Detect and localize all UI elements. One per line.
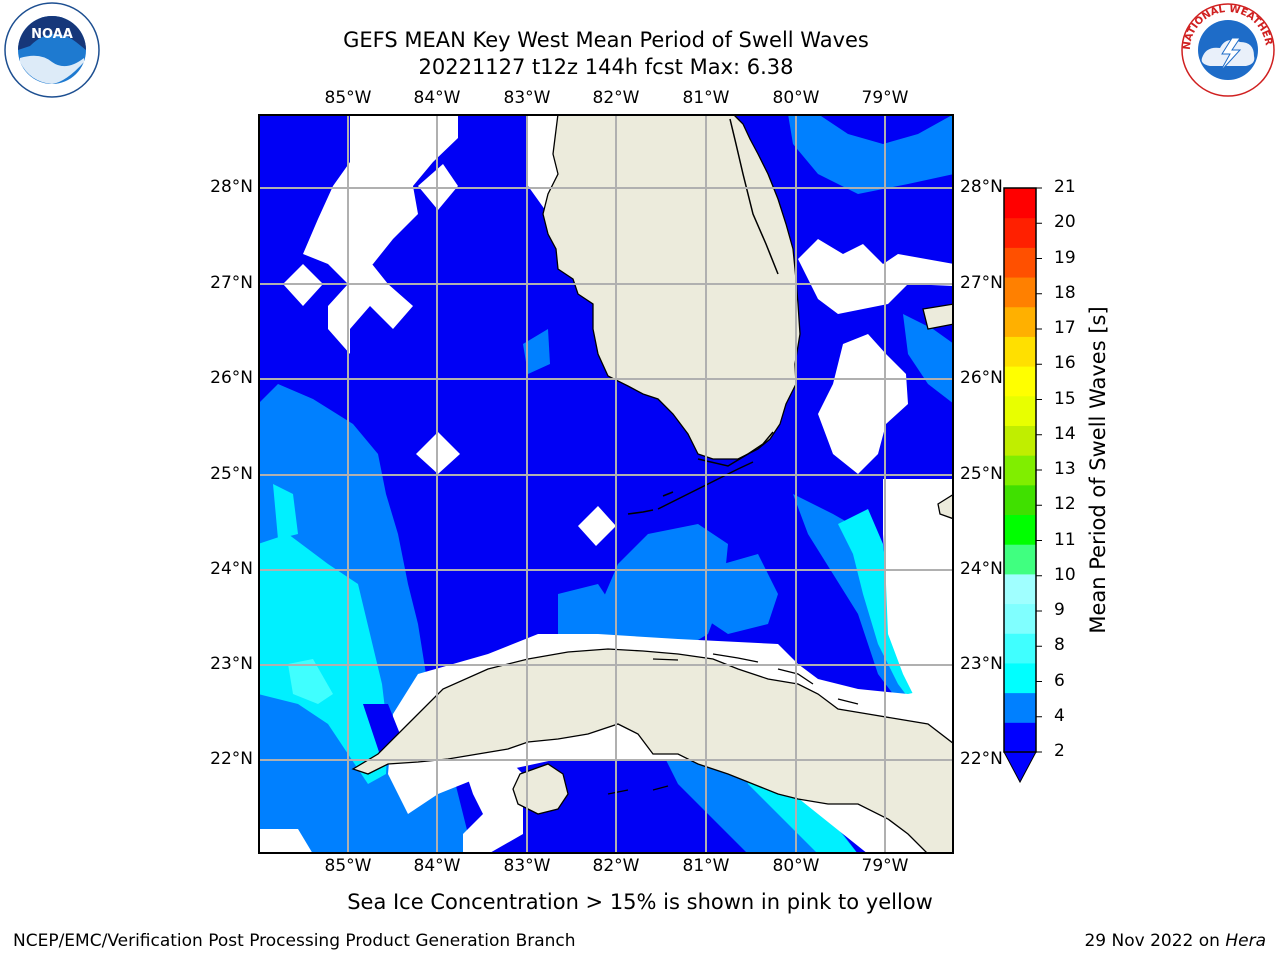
lat-label-right: 28°N — [960, 177, 1003, 197]
colorbar-band — [1004, 277, 1036, 308]
lon-label-bottom: 82°W — [592, 856, 640, 876]
lat-label-left: 26°N — [210, 368, 253, 388]
colorbar-band — [1004, 188, 1036, 219]
lat-label-left: 25°N — [210, 464, 253, 484]
noaa-logo-text: NOAA — [31, 27, 73, 42]
colorbar-tick-label: 14 — [1054, 423, 1076, 444]
colorbar-band — [1004, 306, 1036, 337]
sea-ice-note: Sea Ice Concentration > 15% is shown in … — [347, 890, 933, 914]
lat-label-left: 28°N — [210, 177, 253, 197]
lat-label-left: 27°N — [210, 273, 253, 293]
colorbar-band — [1004, 484, 1036, 516]
colorbar-band — [1004, 722, 1036, 753]
colorbar-band — [1004, 217, 1036, 248]
colorbar-band — [1004, 425, 1036, 456]
footer-credit: NCEP/EMC/Verification Post Processing Pr… — [13, 931, 576, 951]
lon-label-top: 80°W — [772, 88, 820, 108]
florida-keys — [627, 118, 779, 515]
colorbar-band — [1004, 573, 1036, 605]
map-panel — [258, 114, 954, 854]
colorbar-band — [1004, 455, 1036, 486]
lon-label-top: 83°W — [503, 88, 551, 108]
lat-label-right: 22°N — [960, 749, 1003, 769]
lat-label-right: 24°N — [960, 559, 1003, 579]
lon-label-top: 82°W — [592, 88, 640, 108]
colorbar-bands — [1004, 188, 1036, 753]
land — [351, 114, 954, 854]
colorbar — [1003, 187, 1042, 784]
lat-label-right: 23°N — [960, 654, 1003, 674]
colorbar-band — [1004, 247, 1036, 278]
colorbar-tick-label: 13 — [1054, 459, 1076, 479]
colorbar-band — [1004, 544, 1036, 575]
colorbar-tick-label: 10 — [1054, 564, 1076, 585]
swell-6-8-light-region — [288, 659, 333, 704]
colorbar-tick-label: 21 — [1054, 177, 1076, 197]
colorbar-tick-label: 20 — [1054, 212, 1076, 233]
lat-label-left: 22°N — [210, 749, 253, 769]
colorbar-tick-label: 6 — [1054, 670, 1065, 691]
colorbar-band — [1004, 633, 1036, 664]
lat-label-left: 24°N — [210, 559, 253, 579]
lat-label-right: 26°N — [960, 368, 1003, 388]
lat-label-left: 23°N — [210, 654, 253, 674]
noaa-logo: NOAA — [4, 2, 100, 98]
colorbar-tick-label: 18 — [1054, 282, 1076, 303]
colorbar-tick-label: 11 — [1054, 529, 1076, 550]
cuba-landmass — [351, 648, 954, 854]
colorbar-tick-label: 15 — [1054, 388, 1076, 409]
map-subtitle: 20221127 t12z 144h fcst Max: 6.38 — [418, 55, 794, 79]
colorbar-band — [1004, 366, 1036, 397]
colorbar-tick-label: 4 — [1054, 705, 1065, 726]
lon-label-bottom: 83°W — [503, 856, 551, 876]
lon-label-bottom: 79°W — [861, 856, 909, 876]
bahamas-landmass — [922, 303, 954, 330]
colorbar-tick-label: 9 — [1054, 600, 1065, 620]
lon-label-top: 85°W — [324, 88, 372, 108]
colorbar-tick-label: 12 — [1054, 494, 1076, 515]
footer-date: 29 Nov 2022 on Hera — [1084, 931, 1266, 951]
colorbar-band — [1004, 395, 1036, 426]
lat-label-right: 25°N — [960, 464, 1003, 484]
lon-label-bottom: 80°W — [772, 856, 820, 876]
bahamas-landmass-2 — [937, 493, 954, 520]
lon-label-top: 79°W — [861, 88, 909, 108]
footer-date-text: 29 Nov 2022 on — [1084, 931, 1226, 951]
colorbar-tick-label: 16 — [1054, 353, 1076, 374]
footer-host: Hera — [1225, 931, 1266, 951]
colorbar-band — [1004, 336, 1036, 367]
lon-label-bottom: 84°W — [413, 856, 461, 876]
lon-label-top: 81°W — [682, 88, 730, 108]
lon-label-bottom: 85°W — [324, 856, 372, 876]
lat-label-right: 27°N — [960, 273, 1003, 293]
colorbar-band — [1004, 514, 1036, 545]
lon-label-top: 84°W — [413, 88, 461, 108]
lon-label-bottom: 81°W — [682, 856, 730, 876]
colorbar-band — [1004, 662, 1036, 694]
colorbar-band — [1004, 692, 1036, 723]
map-title: GEFS MEAN Key West Mean Period of Swell … — [343, 28, 869, 52]
colorbar-title: Mean Period of Swell Waves [s] — [1086, 306, 1110, 634]
colorbar-band — [1004, 603, 1036, 634]
cuba-keys — [607, 653, 859, 795]
nws-logo: NATIONAL WEATHER SERVICE — [1176, 2, 1275, 97]
map-frame — [258, 114, 954, 854]
colorbar-tick-label: 2 — [1054, 741, 1065, 761]
colorbar-tick-label: 17 — [1054, 318, 1076, 338]
colorbar-tick-label: 19 — [1054, 247, 1076, 268]
graticule — [258, 114, 954, 854]
colorbar-tick-label: 8 — [1054, 635, 1065, 656]
colorbar-extend-triangle — [1003, 751, 1037, 784]
colorbar-ticks — [1036, 187, 1042, 753]
